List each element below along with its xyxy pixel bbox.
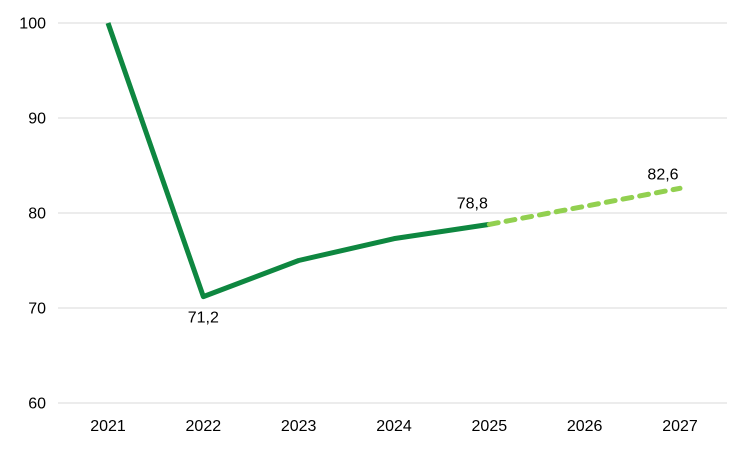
y-tick-label: 60 [28, 396, 46, 413]
actual-line [105, 22, 490, 300]
x-tick-label: 2021 [90, 418, 126, 435]
x-tick-label: 2022 [186, 418, 222, 435]
x-tick-label: 2025 [472, 418, 508, 435]
data-label: 71,2 [188, 310, 219, 327]
y-tick-label: 100 [19, 16, 46, 33]
forecast-line [486, 185, 683, 227]
x-tick-label: 2027 [662, 418, 698, 435]
x-tick-label: 2026 [567, 418, 603, 435]
x-tick-label: 2024 [376, 418, 412, 435]
y-tick-label: 90 [28, 111, 46, 128]
y-tick-label: 80 [28, 206, 46, 223]
data-label: 78,8 [457, 195, 488, 212]
data-label: 82,6 [647, 166, 678, 183]
x-tick-label: 2023 [281, 418, 317, 435]
y-tick-label: 70 [28, 301, 46, 318]
